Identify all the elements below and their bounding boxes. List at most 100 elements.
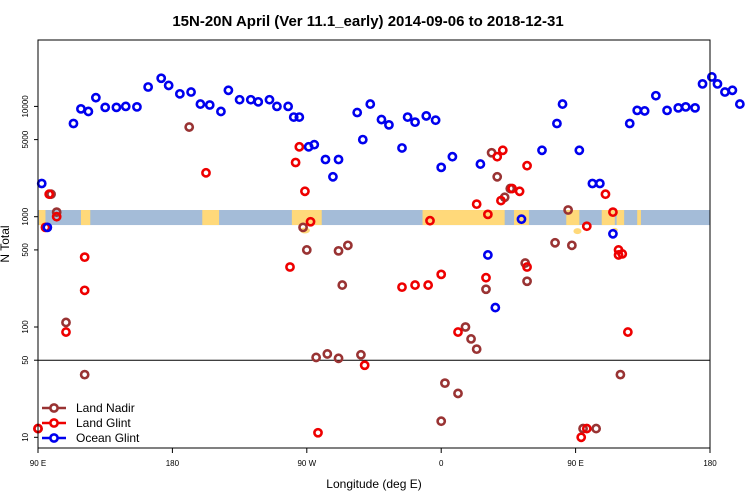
point-land-nadir bbox=[356, 349, 366, 360]
point-ocean-glint bbox=[402, 112, 413, 122]
land-mask-segment bbox=[637, 210, 641, 226]
point-land-glint bbox=[425, 215, 435, 226]
point-ocean-glint bbox=[174, 88, 185, 99]
point-land-glint bbox=[285, 262, 295, 272]
x-axis: 90 E 180 90 W 0 90 E 180 bbox=[30, 448, 717, 468]
point-land-glint bbox=[397, 282, 407, 293]
point-land-glint bbox=[471, 199, 482, 210]
point-ocean-glint bbox=[294, 112, 305, 122]
point-land-nadir bbox=[578, 423, 588, 434]
point-land-nadir bbox=[184, 122, 195, 132]
point-ocean-glint bbox=[195, 99, 206, 109]
point-ocean-glint bbox=[320, 154, 331, 165]
land-mask-segment bbox=[566, 210, 580, 226]
point-ocean-glint bbox=[234, 94, 245, 105]
point-land-nadir bbox=[591, 423, 602, 434]
point-ocean-glint bbox=[288, 112, 299, 122]
point-land-glint bbox=[51, 211, 62, 222]
point-land-glint bbox=[305, 216, 316, 227]
point-ocean-glint bbox=[120, 101, 131, 112]
point-ocean-glint bbox=[680, 101, 691, 112]
point-ocean-glint bbox=[639, 106, 650, 116]
point-ocean-glint bbox=[734, 99, 745, 109]
point-ocean-glint bbox=[90, 92, 101, 103]
point-land-glint bbox=[453, 327, 463, 337]
point-ocean-glint bbox=[410, 117, 420, 128]
point-ocean-glint bbox=[436, 162, 447, 173]
point-land-nadir bbox=[61, 317, 71, 328]
point-ocean-glint bbox=[397, 143, 407, 153]
point-land-glint bbox=[622, 327, 633, 337]
point-ocean-glint bbox=[482, 250, 493, 260]
y-tick-label: 500 bbox=[21, 243, 30, 257]
point-land-glint bbox=[617, 249, 628, 259]
point-land-nadir bbox=[333, 353, 344, 364]
point-land-glint bbox=[44, 189, 55, 200]
point-ocean-glint bbox=[83, 106, 94, 117]
land-mask-segment bbox=[616, 210, 625, 226]
legend-label-land-nadir: Land Nadir bbox=[76, 401, 135, 415]
y-tick-label: 10000 bbox=[21, 95, 30, 118]
point-land-glint bbox=[290, 157, 301, 168]
point-land-glint bbox=[608, 207, 618, 218]
land-mask-blob bbox=[573, 228, 582, 235]
series-land-glint bbox=[33, 141, 633, 443]
land-mask-segment bbox=[601, 210, 615, 226]
point-land-glint bbox=[496, 195, 506, 206]
point-land-glint bbox=[482, 209, 493, 220]
point-land-glint bbox=[492, 151, 503, 162]
point-ocean-glint bbox=[574, 145, 585, 156]
x-tick-label: 90 W bbox=[297, 459, 316, 468]
y-tick-label: 5000 bbox=[21, 130, 30, 148]
point-ocean-glint bbox=[365, 99, 376, 109]
point-ocean-glint bbox=[163, 80, 174, 91]
land-mask-segment bbox=[38, 210, 46, 226]
point-land-glint bbox=[294, 141, 305, 152]
point-ocean-glint bbox=[662, 105, 672, 116]
point-land-glint bbox=[522, 262, 532, 272]
point-land-nadir bbox=[440, 378, 450, 389]
y-tick-label: 100 bbox=[21, 320, 30, 334]
point-ocean-glint bbox=[264, 94, 275, 105]
point-ocean-glint bbox=[697, 78, 708, 89]
point-ocean-glint bbox=[421, 111, 432, 121]
point-ocean-glint bbox=[447, 151, 458, 162]
point-ocean-glint bbox=[490, 302, 501, 313]
point-land-nadir bbox=[322, 349, 333, 359]
point-ocean-glint bbox=[537, 145, 547, 156]
x-tick-label: 90 E bbox=[30, 459, 46, 468]
point-land-glint bbox=[481, 272, 491, 283]
point-ocean-glint bbox=[357, 134, 368, 145]
point-ocean-glint bbox=[328, 171, 338, 182]
point-ocean-glint bbox=[100, 102, 111, 113]
point-land-glint bbox=[79, 285, 90, 296]
point-ocean-glint bbox=[624, 118, 635, 129]
point-ocean-glint bbox=[376, 114, 387, 125]
point-land-nadir bbox=[311, 352, 322, 363]
point-ocean-glint bbox=[690, 102, 700, 113]
point-ocean-glint bbox=[223, 85, 234, 96]
legend-marker-ocean-glint bbox=[49, 433, 59, 443]
point-ocean-glint bbox=[384, 119, 394, 130]
legend-marker-land-glint bbox=[49, 418, 59, 428]
point-land-glint bbox=[522, 160, 532, 171]
y-tick-label: 10 bbox=[21, 432, 30, 441]
point-ocean-glint bbox=[253, 96, 264, 107]
point-ocean-glint bbox=[68, 118, 79, 129]
series-ocean-glint bbox=[36, 72, 745, 313]
point-land-glint bbox=[600, 189, 611, 200]
point-land-glint bbox=[576, 432, 587, 443]
point-land-glint bbox=[436, 269, 447, 280]
point-ocean-glint bbox=[516, 214, 527, 225]
point-land-glint bbox=[514, 186, 525, 197]
point-land-nadir bbox=[333, 245, 344, 256]
point-ocean-glint bbox=[283, 101, 294, 112]
y-tick-label: 1000 bbox=[21, 207, 30, 225]
point-ocean-glint bbox=[111, 102, 122, 113]
y-tick-label: 50 bbox=[21, 355, 30, 364]
plot-frame bbox=[37, 39, 711, 449]
point-land-nadir bbox=[337, 280, 348, 290]
x-tick-label: 0 bbox=[439, 459, 444, 468]
